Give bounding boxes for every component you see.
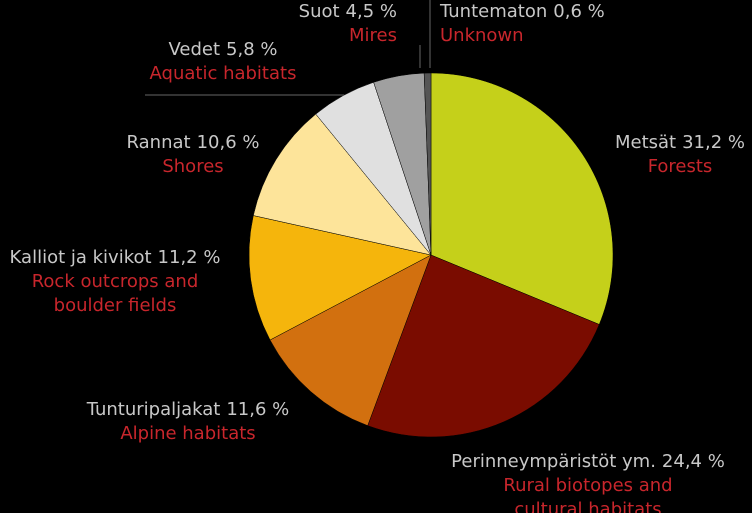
translation-label: boulder fields	[54, 295, 177, 316]
translation-label: Rock outcrops and	[32, 271, 199, 292]
value-label: 31,2 %	[682, 132, 745, 153]
value-label: 4,5 %	[346, 1, 397, 22]
slice-label: Rannat 10,6 %	[127, 132, 260, 153]
category-name: Kalliot ja kivikot	[10, 247, 152, 268]
pie-slice	[248, 215, 432, 341]
slice-label: Tuntematon 0,6 %	[439, 1, 605, 22]
slice-label: Metsät 31,2 %	[615, 132, 745, 153]
slice-label: Perinneympäristöt ym. 24,4 %	[451, 451, 725, 472]
pie-slice	[269, 254, 432, 426]
pie-slice	[253, 113, 432, 256]
translation-label: Rural biotopes and	[503, 475, 672, 496]
pie-slice	[423, 72, 432, 256]
translation-label: Mires	[349, 25, 397, 46]
translation-label: Unknown	[440, 25, 524, 46]
slice-label: Kalliot ja kivikot 11,2 %	[10, 247, 221, 268]
translation-label: Aquatic habitats	[150, 63, 297, 84]
value-label: 10,6 %	[197, 132, 260, 153]
value-label: 24,4 %	[662, 451, 725, 472]
slice-label: Suot 4,5 %	[299, 1, 397, 22]
category-name: Metsät	[615, 132, 676, 153]
translation-label: Shores	[162, 156, 223, 177]
translation-label: cultural habitats	[514, 499, 661, 513]
pie-slice	[367, 254, 600, 438]
category-name: Perinneympäristöt ym.	[451, 451, 656, 472]
value-label: 5,8 %	[226, 39, 277, 60]
slice-label: Vedet 5,8 %	[168, 39, 277, 60]
category-name: Tuntematon	[439, 1, 547, 22]
slice-label: Tunturipaljakat 11,6 %	[86, 399, 290, 420]
category-name: Vedet	[168, 39, 220, 60]
translation-label: Alpine habitats	[120, 423, 255, 444]
value-label: 11,6 %	[226, 399, 289, 420]
category-name: Tunturipaljakat	[86, 399, 221, 420]
translation-label: Forests	[648, 156, 713, 177]
pie-slice	[430, 72, 614, 325]
category-name: Suot	[299, 1, 340, 22]
value-label: 11,2 %	[158, 247, 221, 268]
category-name: Rannat	[127, 132, 191, 153]
value-label: 0,6 %	[553, 1, 604, 22]
